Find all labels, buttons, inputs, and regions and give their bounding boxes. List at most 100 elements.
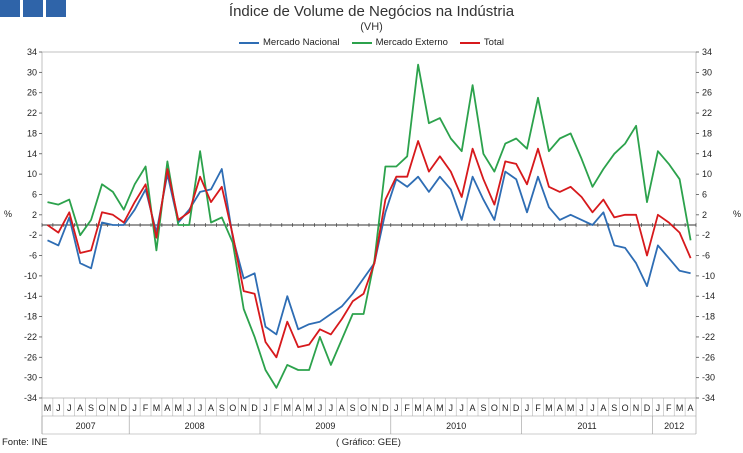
y-tick-label-left: 22 bbox=[27, 108, 37, 118]
y-tick-label-right: 26 bbox=[702, 88, 712, 98]
x-month-label: S bbox=[219, 403, 225, 413]
y-tick-label-left: -2 bbox=[29, 230, 37, 240]
y-tick-label-left: 18 bbox=[27, 128, 37, 138]
x-month-label: J bbox=[394, 403, 399, 413]
x-month-label: J bbox=[590, 403, 595, 413]
y-tick-label-right: -2 bbox=[702, 230, 710, 240]
logo-block-1 bbox=[0, 0, 20, 17]
x-month-label: A bbox=[77, 403, 83, 413]
x-month-label: S bbox=[88, 403, 94, 413]
x-month-label: M bbox=[414, 403, 422, 413]
x-month-label: A bbox=[339, 403, 345, 413]
y-tick-label-left: -10 bbox=[24, 271, 37, 281]
x-month-label: D bbox=[644, 403, 651, 413]
x-month-label: A bbox=[295, 403, 301, 413]
x-month-label: M bbox=[175, 403, 183, 413]
y-tick-label-left: -14 bbox=[24, 291, 37, 301]
x-month-label: J bbox=[56, 403, 61, 413]
series-line-3 bbox=[46, 140, 692, 359]
x-month-label: F bbox=[404, 403, 410, 413]
legend-label-externo: Mercado Externo bbox=[375, 37, 448, 48]
x-month-label: N bbox=[371, 403, 378, 413]
x-month-label: F bbox=[666, 403, 672, 413]
y-tick-label-left: -18 bbox=[24, 312, 37, 322]
x-year-label: 2007 bbox=[76, 421, 96, 431]
series-line-1 bbox=[47, 168, 691, 336]
x-month-label: F bbox=[274, 403, 280, 413]
x-month-label: F bbox=[535, 403, 541, 413]
x-year-label: 2010 bbox=[446, 421, 466, 431]
x-month-label: D bbox=[251, 403, 258, 413]
x-month-label: S bbox=[350, 403, 356, 413]
x-month-label: J bbox=[449, 403, 454, 413]
x-month-label: M bbox=[436, 403, 444, 413]
x-month-label: O bbox=[360, 403, 367, 413]
legend-swatch-total bbox=[459, 41, 480, 44]
x-month-label: S bbox=[611, 403, 617, 413]
y-tick-label-left: -34 bbox=[24, 393, 37, 403]
x-month-label: F bbox=[143, 403, 149, 413]
y-tick-label-right: -10 bbox=[702, 271, 715, 281]
y-tick-label-right: 10 bbox=[702, 169, 712, 179]
x-month-label: M bbox=[676, 403, 684, 413]
y-tick-label-left: 26 bbox=[27, 88, 37, 98]
x-month-label: N bbox=[502, 403, 509, 413]
y-tick-label-right: 6 bbox=[702, 189, 707, 199]
brand-logo bbox=[0, 0, 66, 17]
x-month-label: J bbox=[263, 403, 268, 413]
logo-block-2 bbox=[23, 0, 43, 17]
legend-item-total: Total bbox=[459, 37, 504, 48]
y-tick-label-left: -30 bbox=[24, 373, 37, 383]
x-month-label: A bbox=[470, 403, 476, 413]
x-month-label: J bbox=[67, 403, 72, 413]
x-month-label: S bbox=[480, 403, 486, 413]
x-month-label: O bbox=[491, 403, 498, 413]
x-month-label: M bbox=[305, 403, 313, 413]
x-year-label: 2012 bbox=[664, 421, 684, 431]
y-tick-label-right: -18 bbox=[702, 312, 715, 322]
logo-block-3 bbox=[46, 0, 66, 17]
y-tick-label-left: 10 bbox=[27, 169, 37, 179]
chart-subtitle: (VH) bbox=[360, 21, 383, 33]
chart-legend: Mercado Nacional Mercado Externo Total bbox=[0, 37, 743, 48]
legend-label-nacional: Mercado Nacional bbox=[263, 37, 340, 48]
x-year-label: 2008 bbox=[185, 421, 205, 431]
legend-item-externo: Mercado Externo bbox=[351, 37, 448, 48]
y-axis-label-left: % bbox=[4, 209, 12, 219]
y-tick-label-right: -30 bbox=[702, 373, 715, 383]
x-month-label: J bbox=[525, 403, 530, 413]
x-month-label: M bbox=[284, 403, 292, 413]
y-tick-label-right: -14 bbox=[702, 291, 715, 301]
x-month-label: J bbox=[132, 403, 137, 413]
legend-label-total: Total bbox=[483, 37, 504, 48]
x-month-label: J bbox=[579, 403, 584, 413]
y-tick-label-right: 34 bbox=[702, 47, 712, 57]
credit-note: ( Gráfico: GEE) bbox=[336, 437, 401, 448]
chart-title: Índice de Volume de Negócios na Indústri… bbox=[228, 3, 515, 20]
x-month-label: D bbox=[121, 403, 128, 413]
x-month-label: J bbox=[198, 403, 203, 413]
x-month-label: A bbox=[164, 403, 170, 413]
y-tick-label-right: 30 bbox=[702, 67, 712, 77]
y-tick-label-right: 22 bbox=[702, 108, 712, 118]
y-tick-label-left: 2 bbox=[32, 210, 37, 220]
x-month-label: A bbox=[426, 403, 432, 413]
y-tick-label-left: -22 bbox=[24, 332, 37, 342]
legend-item-nacional: Mercado Nacional bbox=[239, 37, 340, 48]
y-axis-label-right: % bbox=[733, 209, 741, 219]
y-tick-label-left: 34 bbox=[27, 47, 37, 57]
y-tick-label-right: 18 bbox=[702, 128, 712, 138]
x-month-label: A bbox=[208, 403, 214, 413]
y-tick-label-left: 6 bbox=[32, 189, 37, 199]
x-month-label: N bbox=[240, 403, 247, 413]
x-month-label: A bbox=[600, 403, 606, 413]
y-tick-label-left: -6 bbox=[29, 251, 37, 261]
y-tick-label-right: -26 bbox=[702, 352, 715, 362]
x-month-label: N bbox=[633, 403, 640, 413]
x-month-label: D bbox=[382, 403, 389, 413]
x-month-label: A bbox=[557, 403, 563, 413]
x-year-label: 2011 bbox=[577, 421, 596, 431]
legend-swatch-nacional bbox=[239, 41, 259, 44]
x-month-label: O bbox=[98, 403, 105, 413]
